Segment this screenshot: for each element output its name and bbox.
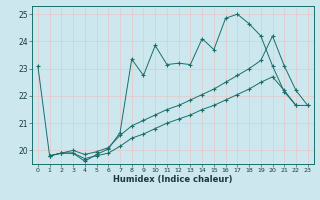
X-axis label: Humidex (Indice chaleur): Humidex (Indice chaleur) <box>113 175 233 184</box>
